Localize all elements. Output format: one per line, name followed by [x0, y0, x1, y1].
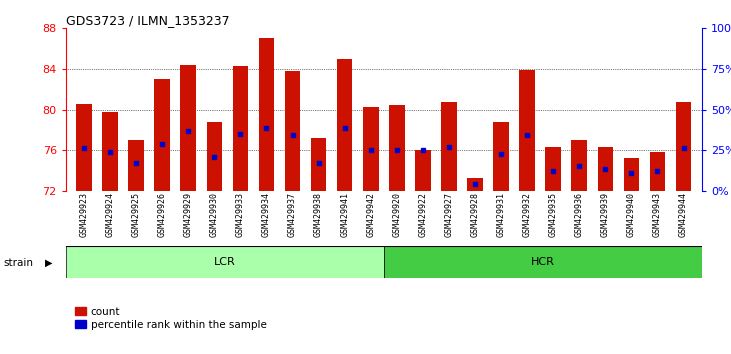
Bar	[519, 70, 535, 191]
Bar	[493, 122, 509, 191]
Text: GSM429924: GSM429924	[105, 192, 115, 237]
Bar	[232, 66, 249, 191]
Bar	[207, 122, 222, 191]
Bar	[285, 71, 300, 191]
Text: GDS3723 / ILMN_1353237: GDS3723 / ILMN_1353237	[66, 14, 230, 27]
Bar	[624, 158, 639, 191]
Bar	[675, 102, 692, 191]
Bar	[129, 140, 144, 191]
Text: GSM429927: GSM429927	[444, 192, 453, 237]
Text: GSM429942: GSM429942	[366, 192, 375, 237]
Text: GSM429935: GSM429935	[549, 192, 558, 237]
Text: HCR: HCR	[531, 257, 555, 267]
Text: GSM429944: GSM429944	[679, 192, 688, 237]
Text: GSM429930: GSM429930	[210, 192, 219, 237]
Bar	[66, 246, 384, 278]
Bar	[384, 246, 702, 278]
Bar	[181, 65, 196, 191]
Bar	[76, 104, 92, 191]
Bar	[415, 150, 431, 191]
Text: GSM429943: GSM429943	[653, 192, 662, 237]
Text: GSM429938: GSM429938	[314, 192, 323, 237]
Text: GSM429920: GSM429920	[393, 192, 401, 237]
Text: GSM429939: GSM429939	[601, 192, 610, 237]
Bar	[102, 112, 118, 191]
Text: GSM429933: GSM429933	[236, 192, 245, 237]
Bar	[441, 102, 457, 191]
Bar	[311, 138, 327, 191]
Bar	[259, 39, 274, 191]
Bar	[389, 105, 405, 191]
Bar	[650, 153, 665, 191]
Text: strain: strain	[4, 258, 34, 268]
Legend: count, percentile rank within the sample: count, percentile rank within the sample	[71, 303, 270, 334]
Bar	[467, 178, 482, 191]
Text: GSM429923: GSM429923	[80, 192, 88, 237]
Bar	[597, 147, 613, 191]
Text: LCR: LCR	[214, 257, 235, 267]
Text: GSM429929: GSM429929	[183, 192, 193, 237]
Text: GSM429936: GSM429936	[575, 192, 584, 237]
Text: GSM429925: GSM429925	[132, 192, 140, 237]
Text: GSM429931: GSM429931	[496, 192, 506, 237]
Text: GSM429940: GSM429940	[627, 192, 636, 237]
Text: GSM429941: GSM429941	[340, 192, 349, 237]
Text: GSM429937: GSM429937	[288, 192, 297, 237]
Bar	[363, 107, 379, 191]
Bar	[545, 147, 561, 191]
Bar	[337, 59, 352, 191]
Text: GSM429922: GSM429922	[418, 192, 428, 237]
Bar	[154, 79, 170, 191]
Text: GSM429934: GSM429934	[262, 192, 271, 237]
Bar	[572, 140, 587, 191]
Text: ▶: ▶	[45, 258, 53, 268]
Text: GSM429926: GSM429926	[158, 192, 167, 237]
Text: GSM429928: GSM429928	[471, 192, 480, 237]
Text: GSM429932: GSM429932	[523, 192, 531, 237]
